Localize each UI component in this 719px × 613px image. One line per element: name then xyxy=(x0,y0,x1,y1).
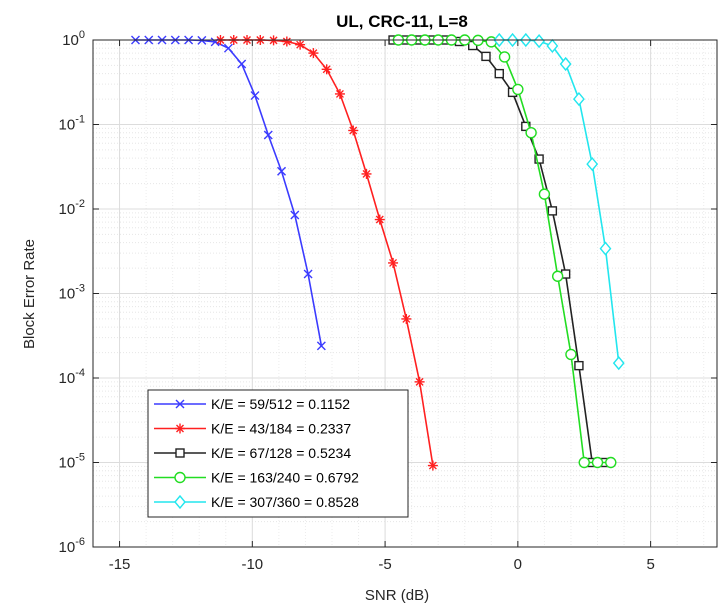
data-point-star-marker xyxy=(348,125,359,136)
legend-label: K/E = 163/240 = 0.6792 xyxy=(211,470,359,486)
data-point-star-marker xyxy=(175,423,185,434)
y-tick-label: 10-2 xyxy=(59,198,85,218)
data-point-star-marker xyxy=(414,376,425,387)
data-point-diamond-marker xyxy=(174,494,186,510)
data-point-circle-marker xyxy=(605,456,617,469)
legend-label: K/E = 307/360 = 0.8528 xyxy=(211,494,359,510)
data-point-circle-marker xyxy=(174,471,186,484)
data-point-diamond-marker xyxy=(559,56,572,72)
data-point-star-marker xyxy=(308,48,319,59)
data-point-diamond-marker xyxy=(546,38,559,54)
data-point-circle-marker xyxy=(512,83,524,96)
y-tick-label: 10-5 xyxy=(59,452,85,472)
y-tick-label: 10-6 xyxy=(59,536,85,556)
legend: K/E = 59/512 = 0.1152 K/E = 43/184 = 0.23… xyxy=(147,389,409,518)
data-point-x-marker xyxy=(223,43,233,53)
data-point-star-marker xyxy=(321,64,332,75)
x-tick-label: -10 xyxy=(241,556,263,573)
legend-item: K/E = 59/512 = 0.1152 xyxy=(154,396,350,412)
data-point-x-marker xyxy=(237,59,247,69)
legend-item: K/E = 163/240 = 0.6792 xyxy=(154,470,359,486)
data-point-circle-marker xyxy=(591,456,604,469)
y-axis-ticks: 100 10-1 10-2 10-3 10-4 10-5 10-6 xyxy=(59,29,717,556)
x-axis-label: SNR (dB) xyxy=(365,587,429,604)
data-point-square-marker xyxy=(547,206,558,216)
legend-item: K/E = 67/128 = 0.5234 xyxy=(154,445,351,461)
legend-item: K/E = 307/360 = 0.8528 xyxy=(154,494,359,510)
data-point-x-marker xyxy=(250,91,260,101)
data-point-x-marker xyxy=(175,399,185,409)
data-point-square-marker xyxy=(175,448,185,458)
x-tick-label: 0 xyxy=(514,556,522,573)
data-point-circle-marker xyxy=(525,126,537,139)
data-point-circle-marker xyxy=(565,348,577,361)
data-point-x-marker xyxy=(263,130,273,140)
data-point-diamond-marker xyxy=(599,241,612,256)
legend-item: K/E = 43/184 = 0.2337 xyxy=(154,421,351,437)
data-point-x-marker xyxy=(290,210,300,220)
y-tick-label: 10-1 xyxy=(59,114,85,134)
data-point-x-marker xyxy=(303,269,313,279)
data-point-diamond-marker xyxy=(586,156,599,172)
data-point-circle-marker xyxy=(551,270,564,282)
data-point-circle-marker xyxy=(538,188,551,200)
data-point-star-marker xyxy=(388,257,399,268)
x-tick-label: -15 xyxy=(109,556,131,573)
x-tick-label: -5 xyxy=(378,556,391,573)
data-point-star-marker xyxy=(401,313,412,324)
legend-label: K/E = 67/128 = 0.5234 xyxy=(211,445,351,461)
data-point-square-marker xyxy=(481,51,491,62)
data-point-x-marker xyxy=(210,37,220,47)
data-point-circle-marker xyxy=(498,51,511,63)
x-axis-ticks: -15 -10 -5 0 5 xyxy=(109,40,655,573)
legend-label: K/E = 43/184 = 0.2337 xyxy=(211,421,351,437)
data-point-star-marker xyxy=(374,214,385,225)
data-point-diamond-marker xyxy=(573,91,585,107)
y-axis-label: Block Error Rate xyxy=(21,239,38,349)
data-point-diamond-marker xyxy=(612,356,625,371)
legend-label: K/E = 59/512 = 0.1152 xyxy=(211,396,350,412)
chart-title: UL, CRC-11, L=8 xyxy=(336,12,468,31)
data-point-circle-marker xyxy=(578,456,590,469)
y-tick-label: 10-4 xyxy=(59,367,85,387)
data-point-square-marker xyxy=(494,68,504,79)
data-point-x-marker xyxy=(277,166,287,176)
y-tick-label: 100 xyxy=(62,29,85,49)
data-point-x-marker xyxy=(316,341,326,351)
data-point-star-marker xyxy=(334,88,345,99)
data-point-square-marker xyxy=(534,154,544,164)
data-point-diamond-marker xyxy=(533,34,546,49)
data-point-square-marker xyxy=(574,360,584,371)
data-point-star-marker xyxy=(427,460,438,471)
y-tick-label: 10-3 xyxy=(59,283,85,303)
data-point-star-marker xyxy=(361,168,372,179)
data-point-star-marker xyxy=(281,36,292,47)
x-tick-label: 5 xyxy=(646,556,654,573)
data-point-star-marker xyxy=(295,39,306,50)
